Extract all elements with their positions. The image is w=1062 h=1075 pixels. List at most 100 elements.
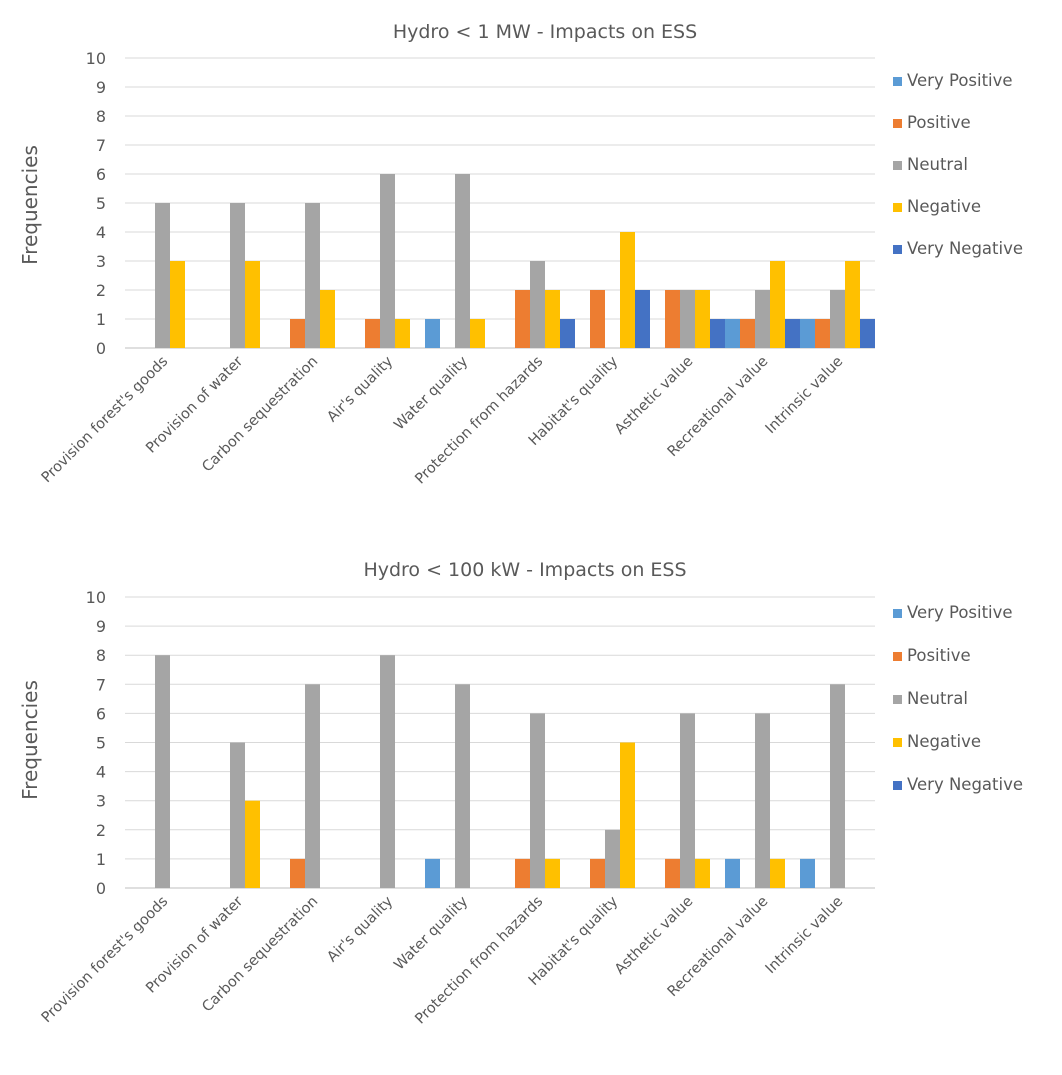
- bar-negative: [245, 261, 260, 348]
- y-tick-label: 5: [96, 734, 106, 753]
- x-category-label: Water quality: [391, 893, 471, 973]
- bar-negative: [845, 261, 860, 348]
- bar-positive: [515, 858, 530, 888]
- bar-neutral: [830, 684, 845, 888]
- legend-entry: Positive: [907, 113, 971, 132]
- bar-negative: [695, 290, 710, 348]
- legend-swatch: [893, 652, 902, 661]
- y-tick-label: 10: [86, 588, 106, 607]
- bar-negative: [395, 319, 410, 348]
- bar-positive: [290, 319, 305, 348]
- bar-very-negative: [560, 319, 575, 348]
- chart-panel-2: Hydro < 100 kW - Impacts on ESS 0 1 2 3 4 5 6 7 8…: [18, 559, 1023, 1027]
- legend-entry: Very Negative: [907, 775, 1023, 794]
- y-tick-label: 9: [96, 78, 106, 97]
- x-category-label: Asthetic value: [612, 893, 696, 977]
- bar-neutral: [305, 684, 320, 888]
- y-tick-label: 5: [96, 194, 106, 213]
- legend-swatch: [893, 781, 902, 790]
- y-tick-label: 6: [96, 704, 106, 723]
- chart-panel-1: Hydro < 1 MW - Impacts on ESS 0 1 2 3 4 5 6 7 8 9 1…: [18, 21, 1023, 487]
- legend-swatch: [893, 119, 902, 128]
- bar-very-positive: [725, 858, 740, 888]
- bar-positive: [590, 290, 605, 348]
- y-tick-label: 7: [96, 136, 106, 155]
- bar-neutral: [755, 713, 770, 888]
- bar-very-positive: [725, 319, 740, 348]
- legend-entry: Negative: [907, 197, 981, 216]
- y-tick-label: 0: [96, 339, 106, 358]
- x-category-label: Intrinsic value: [763, 353, 847, 437]
- bar-very-negative: [710, 319, 725, 348]
- legend-entry: Very Negative: [907, 239, 1023, 258]
- bar-very-negative: [635, 290, 650, 348]
- bar-negative: [245, 800, 260, 888]
- bar-positive: [665, 290, 680, 348]
- bar-neutral: [155, 203, 170, 348]
- x-category-label: Protection from hazards: [412, 894, 546, 1028]
- x-category-label: Water quality: [391, 353, 471, 433]
- y-tick-label: 8: [96, 107, 106, 126]
- legend-entry: Neutral: [907, 689, 968, 708]
- y-tick-label: 1: [96, 310, 106, 329]
- bar-negative: [770, 261, 785, 348]
- y-axis-label: Frequencies: [18, 145, 42, 265]
- y-tick-label: 3: [96, 792, 106, 811]
- legend-entry: Very Positive: [907, 603, 1013, 622]
- bar-negative: [470, 319, 485, 348]
- x-category-label: Air's quality: [324, 893, 396, 965]
- legend-swatch: [893, 695, 902, 704]
- bar-positive: [815, 319, 830, 348]
- y-tick-label: 3: [96, 252, 106, 271]
- bar-positive: [590, 858, 605, 888]
- bar-neutral: [755, 290, 770, 348]
- bar-neutral: [155, 655, 170, 888]
- y-tick-label: 2: [96, 821, 106, 840]
- bar-very-positive: [425, 858, 440, 888]
- y-tick-label: 4: [96, 223, 106, 242]
- bar-negative: [620, 742, 635, 888]
- legend-swatch: [893, 738, 902, 747]
- bar-very-positive: [800, 319, 815, 348]
- bar-neutral: [230, 203, 245, 348]
- bar-neutral: [455, 684, 470, 888]
- x-category-label: Provision forest's goods: [39, 894, 172, 1027]
- y-tick-label: 2: [96, 281, 106, 300]
- bar-positive: [290, 858, 305, 888]
- bar-negative: [545, 858, 560, 888]
- bar-neutral: [530, 261, 545, 348]
- bar-neutral: [680, 713, 695, 888]
- y-tick-label: 0: [96, 879, 106, 898]
- x-category-label: Intrinsic value: [763, 893, 847, 977]
- bar-neutral: [230, 742, 245, 888]
- bar-very-negative: [785, 319, 800, 348]
- bar-negative: [695, 858, 710, 888]
- x-category-label: Protection from hazards: [412, 354, 546, 488]
- bar-neutral: [380, 174, 395, 348]
- bar-negative: [770, 858, 785, 888]
- bar-neutral: [530, 713, 545, 888]
- bar-positive: [665, 858, 680, 888]
- bar-neutral: [305, 203, 320, 348]
- x-category-label: Air's quality: [324, 353, 396, 425]
- y-axis-label: Frequencies: [18, 680, 42, 800]
- legend-entry: Negative: [907, 732, 981, 751]
- bar-neutral: [830, 290, 845, 348]
- y-tick-label: 10: [86, 49, 106, 68]
- bar-neutral: [680, 290, 695, 348]
- legend-swatch: [893, 245, 902, 254]
- legend-swatch: [893, 161, 902, 170]
- bar-positive: [365, 319, 380, 348]
- bar-very-positive: [800, 858, 815, 888]
- y-tick-label: 7: [96, 675, 106, 694]
- y-tick-label: 4: [96, 763, 106, 782]
- bar-positive: [515, 290, 530, 348]
- legend-swatch: [893, 203, 902, 212]
- x-category-label: Asthetic value: [612, 353, 696, 437]
- bar-negative: [545, 290, 560, 348]
- legend-entry: Very Positive: [907, 71, 1013, 90]
- bar-negative: [620, 232, 635, 348]
- bar-negative: [170, 261, 185, 348]
